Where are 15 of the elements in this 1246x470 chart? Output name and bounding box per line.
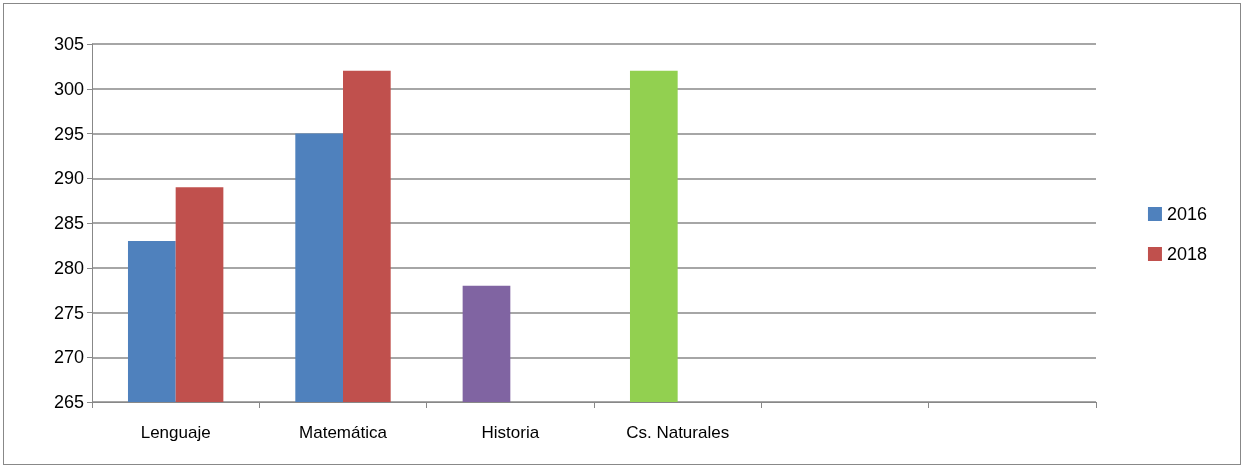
legend-label: 2016 — [1166, 204, 1207, 224]
legend-label: 2018 — [1166, 244, 1207, 264]
x-tick-label: Historia — [481, 423, 540, 442]
y-tick-label: 280 — [53, 257, 84, 278]
y-tick-label: 285 — [53, 213, 84, 233]
x-tick-label: Cs. Naturales — [626, 423, 730, 442]
y-tick-label: 305 — [53, 34, 84, 54]
x-tick-label: Lenguaje — [140, 423, 211, 442]
y-tick-label: 295 — [53, 123, 84, 144]
y-tick-label: 300 — [53, 78, 84, 99]
y-tick-label: 265 — [53, 392, 84, 412]
y-tick-label: 270 — [53, 347, 84, 368]
y-tick-label: 290 — [53, 168, 84, 189]
x-tick-label: Matemática — [299, 423, 388, 442]
y-tick-label: 275 — [53, 302, 84, 323]
